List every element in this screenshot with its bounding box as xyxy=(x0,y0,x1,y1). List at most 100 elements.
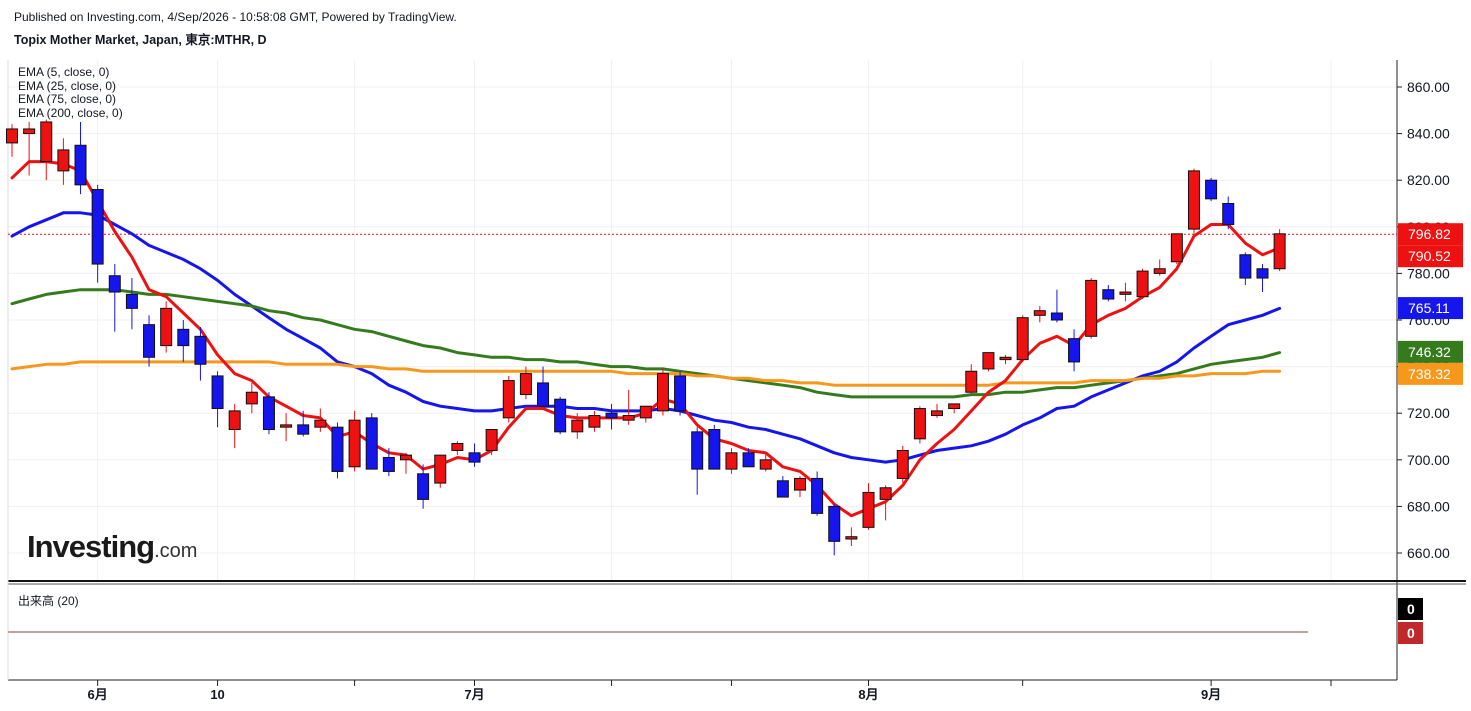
candle-body-63 xyxy=(1085,279,1098,337)
candle-body-65 xyxy=(1119,291,1132,295)
legend-ema200[interactable]: EMA (200, close, 0) xyxy=(18,105,123,120)
candle-67 xyxy=(1153,259,1166,276)
candle-body-66 xyxy=(1136,270,1149,298)
candle-body-0 xyxy=(6,128,18,144)
candle-63 xyxy=(1085,278,1098,339)
candle-body-27 xyxy=(468,452,481,463)
candle-body-58 xyxy=(999,356,1012,361)
candle-42 xyxy=(725,448,738,474)
price-badge-bg-2 xyxy=(1398,297,1463,320)
candle-body-16 xyxy=(280,424,293,428)
candle-body-26 xyxy=(451,442,464,451)
candle-body-29 xyxy=(502,380,515,419)
candle-body-4 xyxy=(74,144,87,186)
volume-badge-bg-1 xyxy=(1398,622,1423,644)
candle-body-48 xyxy=(828,505,841,542)
candle-7 xyxy=(125,278,138,330)
candle-27 xyxy=(468,443,481,467)
candle-62 xyxy=(1068,329,1081,372)
candle-body-54 xyxy=(931,410,944,417)
candle-31 xyxy=(537,366,550,407)
candle-body-56 xyxy=(965,370,978,393)
candle-52 xyxy=(896,445,909,484)
candle-body-47 xyxy=(811,477,824,514)
volume-badge-text-1: 0 xyxy=(1407,625,1415,641)
candle-body-20 xyxy=(348,419,361,468)
candle-30 xyxy=(519,366,532,400)
candle-body-38 xyxy=(656,373,669,412)
candle-26 xyxy=(451,441,464,456)
x-axis: 6月 10 7月 8月 9月 xyxy=(88,680,1332,702)
candle-61 xyxy=(1050,289,1063,323)
candle-body-17 xyxy=(297,424,310,435)
candle-5 xyxy=(91,184,104,283)
candle-53 xyxy=(913,406,926,444)
candle-64 xyxy=(1102,285,1115,302)
candle-29 xyxy=(502,375,515,423)
candle-body-39 xyxy=(674,375,687,412)
candle-24 xyxy=(417,464,430,509)
candle-body-33 xyxy=(571,419,584,433)
candle-20 xyxy=(348,410,361,472)
candle-body-60 xyxy=(1033,310,1046,316)
candle-body-71 xyxy=(1222,203,1235,225)
candle-59 xyxy=(1016,315,1029,362)
price-badge-text-3: 746.32 xyxy=(1408,344,1451,360)
candle-35 xyxy=(605,403,618,430)
volume-legend[interactable]: 出来高 (20) xyxy=(18,594,79,608)
candle-25 xyxy=(434,454,447,488)
candle-56 xyxy=(965,364,978,395)
price-badge-text-2: 765.11 xyxy=(1408,300,1450,316)
x-tick-label-4: 9月 xyxy=(1201,687,1221,702)
candle-body-14 xyxy=(245,391,258,405)
legend-ema75[interactable]: EMA (75, close, 0) xyxy=(18,92,117,106)
price-badges: 796.82 790.52 765.11 746.32 738.32 xyxy=(1398,223,1463,385)
candle-60 xyxy=(1033,306,1046,323)
candle-45 xyxy=(776,476,789,498)
candle-body-19 xyxy=(331,426,344,472)
candle-55 xyxy=(948,403,961,414)
x-tick-label-0: 6月 xyxy=(88,687,108,702)
candle-72 xyxy=(1239,252,1252,286)
candle-body-45 xyxy=(776,480,789,498)
y-tick-label-9: 840.00 xyxy=(1407,126,1450,142)
candle-0 xyxy=(6,124,18,157)
candle-body-2 xyxy=(40,121,53,163)
candle-32 xyxy=(554,396,567,435)
candle-body-23 xyxy=(399,454,412,461)
candle-body-30 xyxy=(519,373,532,396)
candle-body-74 xyxy=(1273,233,1286,270)
y-tick-label-6: 780.00 xyxy=(1407,265,1450,281)
candle-37 xyxy=(639,405,652,423)
candle-51 xyxy=(879,485,892,521)
published-line: Published on Investing.com, 4/Sep/2026 -… xyxy=(14,10,457,24)
candle-body-70 xyxy=(1205,179,1218,200)
candle-36 xyxy=(622,389,635,425)
price-badge-bg-1 xyxy=(1398,245,1463,268)
candle-body-51 xyxy=(879,487,892,500)
candle-body-72 xyxy=(1239,254,1252,279)
candle-body-46 xyxy=(793,477,806,491)
candle-body-41 xyxy=(708,429,721,470)
candles xyxy=(6,119,1286,556)
candle-body-52 xyxy=(896,449,909,479)
candle-body-34 xyxy=(588,415,601,428)
candle-49 xyxy=(845,527,858,547)
candle-17 xyxy=(297,410,310,437)
candle-3 xyxy=(57,138,70,185)
symbol-title: Topix Mother Market, Japan, 東京:MTHR, D xyxy=(14,33,267,47)
legend-ema5[interactable]: EMA (5, close, 0) xyxy=(18,65,110,79)
candle-body-42 xyxy=(725,452,738,470)
candle-body-57 xyxy=(982,352,995,370)
x-tick-label-2: 7月 xyxy=(464,687,484,702)
candle-body-7 xyxy=(125,293,138,309)
candle-body-21 xyxy=(365,417,378,470)
candle-body-28 xyxy=(485,429,498,451)
legend-ema25[interactable]: EMA (25, close, 0) xyxy=(18,78,117,93)
candle-body-64 xyxy=(1102,289,1115,300)
candle-6 xyxy=(108,264,121,332)
candle-74 xyxy=(1273,229,1286,272)
ema-line-3 xyxy=(10,360,1282,387)
